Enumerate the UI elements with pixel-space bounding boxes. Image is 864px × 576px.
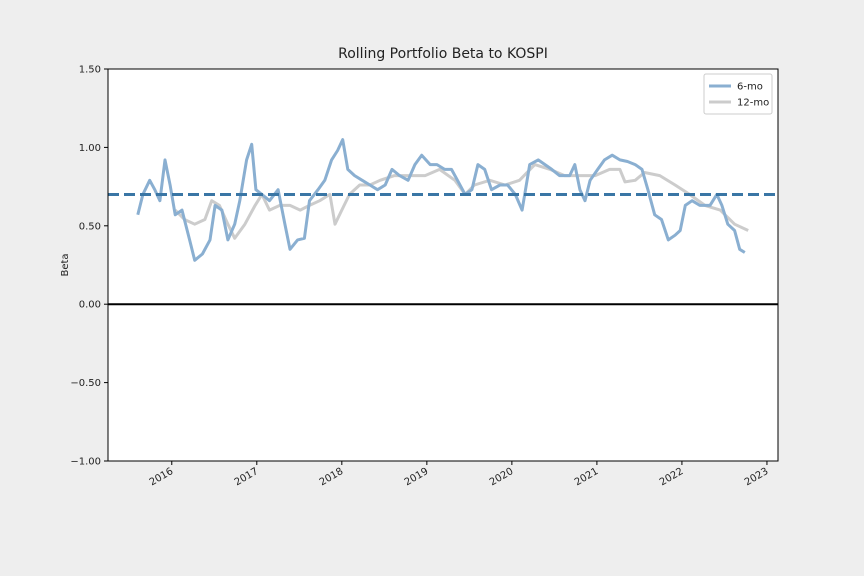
chart-title: Rolling Portfolio Beta to KOSPI: [338, 46, 548, 62]
y-tick-label: 1.50: [79, 65, 101, 76]
y-tick-label: −0.50: [70, 378, 101, 389]
y-tick-label: 0.50: [79, 221, 101, 232]
x-tick-label: 2020: [488, 466, 516, 488]
legend-box: [703, 73, 773, 115]
y-tick-label: 0.00: [79, 300, 101, 311]
x-tick-label: 2018: [318, 466, 346, 488]
plot-area: [108, 69, 778, 461]
legend: 6-mo 12-mo: [703, 73, 773, 115]
legend-label: 12-mo: [737, 98, 769, 109]
x-tick-label: 2019: [403, 466, 431, 488]
series-line: [136, 138, 746, 262]
y-tick-label: 1.00: [79, 143, 101, 154]
y-tick-label: −1.00: [70, 457, 101, 468]
x-tick-label: 2016: [148, 466, 176, 488]
x-tick-label: 2021: [573, 466, 601, 488]
y-axis-label: Beta: [60, 253, 71, 276]
x-tick-label: 2017: [233, 466, 261, 488]
legend-label: 6-mo: [737, 82, 763, 93]
x-tick-label: 2022: [658, 466, 686, 488]
plot-frame: [107, 68, 779, 462]
x-tick-label: 2023: [743, 466, 771, 488]
